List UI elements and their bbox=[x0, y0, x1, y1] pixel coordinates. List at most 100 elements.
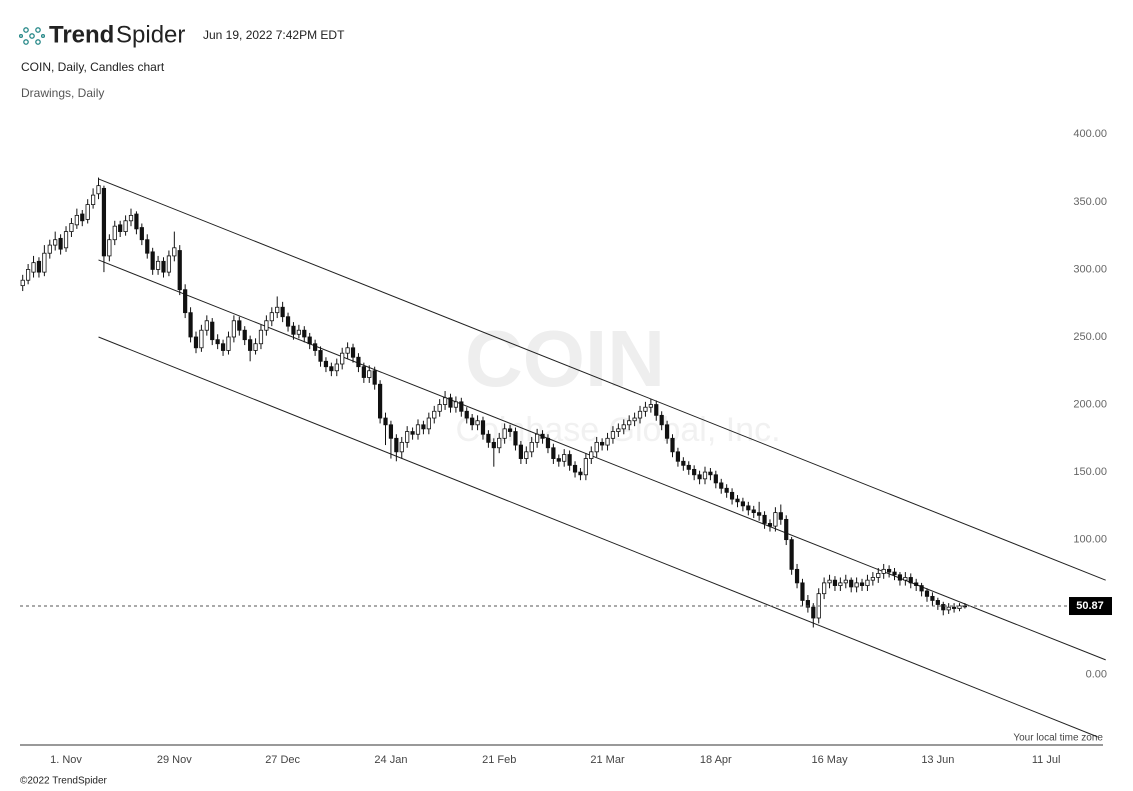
candle-body bbox=[827, 579, 832, 584]
candle-body bbox=[897, 574, 903, 581]
candle-body bbox=[946, 606, 951, 611]
candle-body bbox=[486, 433, 491, 443]
candle-body bbox=[497, 437, 502, 449]
logo-icon bbox=[18, 27, 46, 45]
candle-body bbox=[838, 582, 843, 586]
candle-body bbox=[535, 433, 540, 443]
candle-body bbox=[96, 185, 101, 195]
candle-body bbox=[610, 431, 616, 439]
candle-body bbox=[762, 514, 767, 524]
y-tick-label: 0.00 bbox=[1086, 669, 1107, 681]
candle-body bbox=[540, 433, 545, 439]
candle-body bbox=[112, 225, 117, 241]
candle-body bbox=[145, 239, 150, 254]
candle-body bbox=[275, 306, 280, 314]
candle-body bbox=[773, 512, 778, 527]
candle-body bbox=[724, 487, 729, 493]
candle-body bbox=[621, 424, 626, 430]
candle-body bbox=[323, 360, 329, 368]
candle-body bbox=[442, 397, 448, 405]
candle-body bbox=[507, 428, 513, 432]
candle-body bbox=[426, 417, 431, 430]
channel-line bbox=[98, 336, 1098, 738]
candle-body bbox=[74, 214, 79, 226]
candle-body bbox=[789, 539, 794, 570]
x-tick-label: 11 Jul bbox=[1032, 754, 1061, 766]
copyright: ©2022 TrendSpider bbox=[20, 776, 108, 787]
x-tick-label: 21 Mar bbox=[590, 754, 625, 766]
candle-body bbox=[480, 420, 486, 435]
candle-body bbox=[686, 464, 691, 470]
drawings-label: Drawings, Daily bbox=[21, 86, 104, 100]
candle-body bbox=[220, 343, 226, 351]
x-tick-label: 24 Jan bbox=[374, 754, 407, 766]
candle-body bbox=[654, 404, 659, 416]
candle-body bbox=[264, 320, 269, 331]
candle-body bbox=[248, 339, 253, 351]
candle-body bbox=[578, 471, 583, 476]
candle-body bbox=[675, 451, 681, 462]
candle-body bbox=[518, 444, 523, 459]
candle-body bbox=[794, 568, 800, 584]
candle-body bbox=[600, 441, 605, 446]
candle-body bbox=[854, 582, 859, 588]
candle-body bbox=[849, 579, 854, 588]
subtitle: COIN, Daily, Candles chart bbox=[21, 60, 165, 74]
candle-body bbox=[285, 316, 291, 327]
candle-body bbox=[188, 312, 193, 338]
candle-body bbox=[47, 244, 52, 254]
candle-body bbox=[85, 204, 90, 220]
candle-body bbox=[421, 424, 426, 430]
x-tick-label: 13 Jun bbox=[921, 754, 954, 766]
candle-body bbox=[361, 366, 366, 378]
candle-body bbox=[296, 329, 301, 335]
candle-body bbox=[377, 383, 383, 419]
candle-body bbox=[751, 509, 756, 514]
candle-body bbox=[405, 431, 410, 443]
last-price-box bbox=[1069, 597, 1112, 616]
candle-body bbox=[632, 417, 637, 422]
candle-body bbox=[757, 512, 762, 516]
candle-body bbox=[643, 406, 648, 412]
candle-body bbox=[253, 343, 258, 351]
candle-body bbox=[459, 401, 464, 412]
candle-body bbox=[551, 447, 556, 459]
y-tick-label: 100.00 bbox=[1073, 534, 1107, 546]
candle-body bbox=[664, 424, 670, 439]
candle-body bbox=[415, 424, 421, 435]
candle-body bbox=[746, 505, 751, 511]
candle-body bbox=[865, 579, 870, 586]
candle-body bbox=[924, 590, 930, 597]
candle-body bbox=[740, 501, 746, 507]
candle-body bbox=[951, 606, 957, 609]
candle-body bbox=[128, 214, 134, 222]
candle-body bbox=[930, 595, 935, 601]
candle-body bbox=[215, 339, 220, 345]
candle-body bbox=[681, 460, 686, 466]
candle-body bbox=[735, 498, 740, 503]
candle-body bbox=[843, 579, 848, 584]
candle-body bbox=[464, 410, 469, 419]
candle-body bbox=[394, 437, 399, 453]
candle-body bbox=[832, 579, 838, 586]
candle-body bbox=[291, 325, 296, 335]
candle-body bbox=[556, 458, 561, 462]
candle-body bbox=[594, 441, 599, 453]
y-tick-label: 400.00 bbox=[1073, 128, 1107, 140]
candle-body bbox=[237, 320, 242, 331]
candle-body bbox=[399, 441, 404, 453]
candle-body bbox=[372, 370, 377, 385]
candle-body bbox=[616, 428, 621, 432]
candle-body bbox=[139, 227, 144, 241]
candle-body bbox=[935, 600, 940, 605]
candle-body bbox=[334, 363, 339, 372]
candle-body bbox=[269, 312, 274, 322]
brand: Spider bbox=[116, 21, 185, 48]
candle-body bbox=[63, 231, 69, 249]
watermark-symbol: COIN bbox=[465, 314, 665, 403]
candle-body bbox=[101, 187, 107, 257]
candle-body bbox=[887, 568, 892, 573]
candle-body bbox=[605, 437, 610, 446]
y-tick-label: 300.00 bbox=[1073, 263, 1107, 275]
